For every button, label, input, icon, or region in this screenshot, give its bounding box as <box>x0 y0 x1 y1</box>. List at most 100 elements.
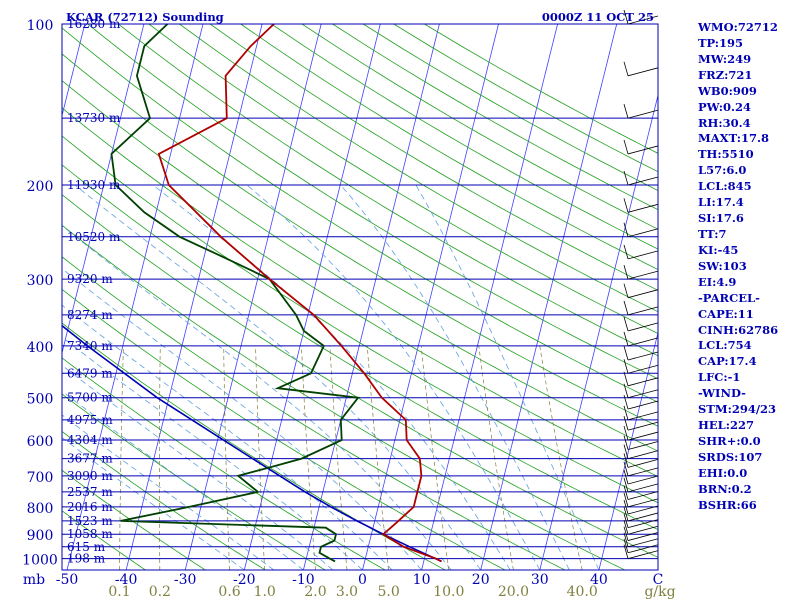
moist-adiabat-line <box>62 336 363 570</box>
wind-barb-flag <box>623 222 629 237</box>
mixing-ratio-unit: g/kg <box>644 584 675 600</box>
mixing-ratio-line <box>301 345 316 570</box>
sounding-index-line: EHI:0.0 <box>698 465 748 480</box>
wind-barb-flag <box>623 453 629 468</box>
moist-adiabat-line <box>415 184 600 570</box>
wind-barb-flag <box>623 492 629 507</box>
wind-barb-shaft <box>627 431 659 441</box>
dry-adiabat-line <box>62 135 658 504</box>
corner-tick-label: C <box>653 572 664 588</box>
wind-barb-flag <box>623 532 629 547</box>
wind-barb-shaft <box>627 351 659 361</box>
isotherm-line <box>480 24 618 570</box>
wind-barb-shaft <box>627 109 659 119</box>
wind-barb-shaft <box>627 377 659 387</box>
wind-barb-shaft <box>627 450 659 460</box>
isotherm-line <box>66 24 204 570</box>
wind-barb-shaft <box>627 228 659 238</box>
wind-barb-shaft <box>627 364 659 374</box>
dry-adiabat-line <box>148 24 658 334</box>
temperature-tick-label: 30 <box>531 572 549 588</box>
diagram-grid <box>0 24 658 570</box>
wind-barb-flag <box>623 477 629 492</box>
height-label: 11930 m <box>67 178 121 192</box>
mixing-ratio-line <box>539 345 583 570</box>
wind-barb-flag <box>623 469 629 485</box>
sounding-index-line: LCL:754 <box>698 338 752 353</box>
isotherm-line <box>362 24 499 570</box>
wind-barb-flag <box>623 544 629 559</box>
chart-title: KCAR (72712) Sounding <box>66 10 224 24</box>
mixing-ratio-tick-label: 10.0 <box>433 584 464 600</box>
pressure-tick-label: 700 <box>27 470 54 486</box>
height-label: 13730 m <box>67 111 121 125</box>
sounding-index-line: TT:7 <box>698 226 727 241</box>
moist-adiabat-line <box>246 184 541 570</box>
wind-barb-shaft <box>627 538 659 548</box>
wind-barbs <box>623 9 659 560</box>
mixing-ratio-line <box>366 345 389 570</box>
wind-barb-flag <box>623 359 629 374</box>
wind-barb-flag <box>623 485 629 500</box>
height-label: 6479 m <box>67 366 113 380</box>
wind-barb-shaft <box>627 322 659 332</box>
pressure-tick-label: 200 <box>27 179 54 195</box>
sounding-index-line: MW:249 <box>698 51 752 66</box>
sounding-index-line: L57:6.0 <box>698 163 747 178</box>
dry-adiabat-line <box>179 24 658 313</box>
wind-barb-flag <box>623 9 629 25</box>
axis-labels: 16280 m 13730 m 11930 m 10520 m 9320 m 8274 m… <box>22 17 675 600</box>
wind-barb-shaft <box>627 491 659 500</box>
wind-barb-flag <box>623 104 629 119</box>
wind-barb-shaft <box>627 550 659 560</box>
wind-barb-shaft <box>627 519 659 529</box>
sounding-profiles <box>62 24 442 563</box>
mixing-ratio-line <box>119 345 124 570</box>
sounding-index-line: MAXT:17.8 <box>698 131 769 146</box>
wind-barb-flag <box>623 394 629 410</box>
wind-barb-flag <box>623 461 629 476</box>
wind-barb-flag <box>623 345 629 361</box>
height-label: 1058 m <box>67 527 113 541</box>
sounding-index-line: -PARCEL- <box>698 290 760 305</box>
dry-adiabat-line <box>62 288 506 570</box>
wind-barb-flag <box>623 499 629 515</box>
dry-adiabat-line <box>87 24 658 380</box>
sounding-time: 0000Z 11 OCT 25 <box>542 10 654 24</box>
mixing-ratio-line <box>159 345 161 570</box>
wind-barb-flag <box>623 513 629 528</box>
moist-adiabat-line <box>62 414 275 570</box>
height-label: 4975 m <box>67 413 113 427</box>
wind-barb-shaft <box>627 411 659 421</box>
sounding-index-line: STM:294/23 <box>698 402 777 417</box>
wind-barb-shaft <box>627 421 659 431</box>
moist-adiabat-line <box>62 390 304 570</box>
isotherm-line <box>0 24 26 570</box>
temperature-tick-label: -30 <box>174 572 197 588</box>
pressure-tick-label: 900 <box>27 528 54 544</box>
wind-barb-flag <box>623 416 629 431</box>
wind-barb-shaft <box>627 498 659 508</box>
mixing-ratio-tick-label: 0.1 <box>108 584 130 600</box>
plot-frame <box>61 23 659 571</box>
wind-barb-shaft <box>627 270 659 280</box>
wind-barb-shaft <box>627 505 659 515</box>
mixing-ratio-tick-label: 20.0 <box>498 584 529 600</box>
wind-barb-shaft <box>627 306 659 316</box>
wind-barb-shaft <box>627 176 659 186</box>
height-label: 2537 m <box>67 485 113 499</box>
wind-barb-flag <box>623 300 629 316</box>
height-label: 4304 m <box>67 433 113 447</box>
wind-barb-shaft <box>627 483 659 493</box>
wind-barb-shaft <box>627 203 659 213</box>
dry-adiabat-line <box>62 107 658 477</box>
moist-adiabat-line <box>152 184 511 570</box>
wind-barb-shaft <box>627 459 659 468</box>
temperature-tick-label: 10 <box>413 572 431 588</box>
wind-barb-flag <box>623 538 629 553</box>
isotherm-line <box>598 331 658 570</box>
pressure-tick-label: 300 <box>27 273 54 289</box>
sounding-index-line: LCL:845 <box>698 179 752 194</box>
dewpoint-line <box>110 24 360 563</box>
